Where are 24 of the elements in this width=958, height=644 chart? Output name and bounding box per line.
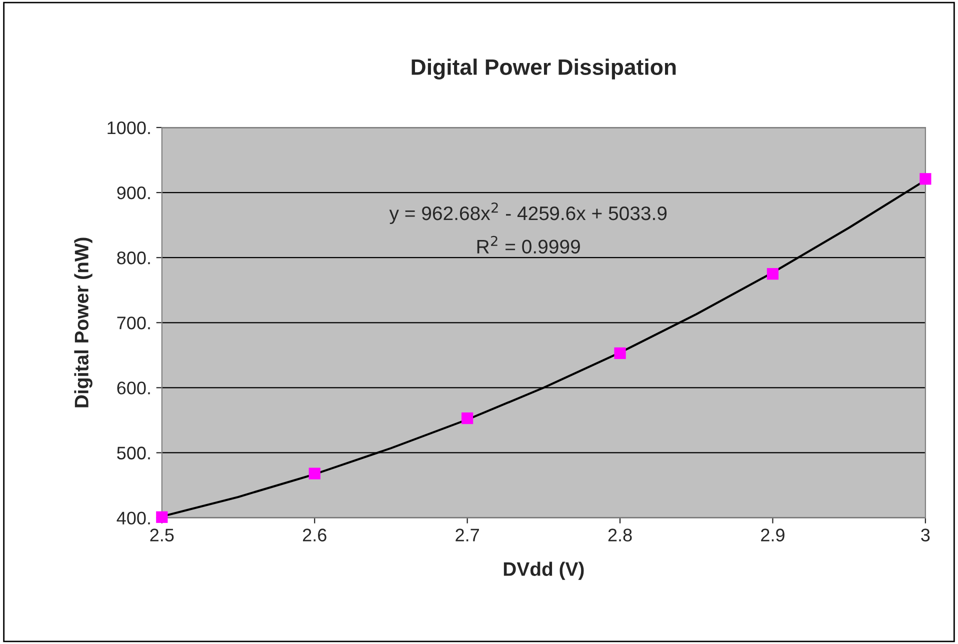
x-tick-label: 2.5 — [150, 528, 174, 542]
annotation: R$^{2}$ = 0.9999 — [477, 236, 580, 254]
point — [766, 268, 779, 280]
x-tick-label: 2.6 — [302, 528, 326, 542]
y-tick-label: 500. — [117, 446, 150, 460]
y-axis-title: Digital Power (nW) — [74, 238, 92, 408]
x-tick-label: 2.9 — [761, 528, 784, 542]
y-tick-label: 700. — [117, 316, 150, 330]
annotation: y = 962.68x$^{2}$ - 4259.6x + 5033.9 — [389, 202, 667, 224]
y-tick-label: 600. — [117, 382, 150, 394]
point — [614, 347, 626, 360]
y-tick-label: 800. — [117, 252, 150, 264]
y-tick-label: 400. — [116, 512, 150, 524]
x-tick-label: 2.7 — [456, 528, 479, 542]
point — [920, 173, 932, 185]
x-tick-label: 2.8 — [608, 528, 632, 542]
y-tick-label: 1000. — [108, 121, 150, 134]
y-tick-label: 900. — [117, 186, 150, 200]
point — [462, 412, 474, 424]
point — [308, 468, 320, 480]
chart-title: Digital Power Dissipation — [412, 58, 676, 80]
point — [156, 511, 168, 523]
x-tick-label: 3 — [921, 528, 930, 542]
x-axis-title: DVdd (V) — [504, 562, 584, 580]
